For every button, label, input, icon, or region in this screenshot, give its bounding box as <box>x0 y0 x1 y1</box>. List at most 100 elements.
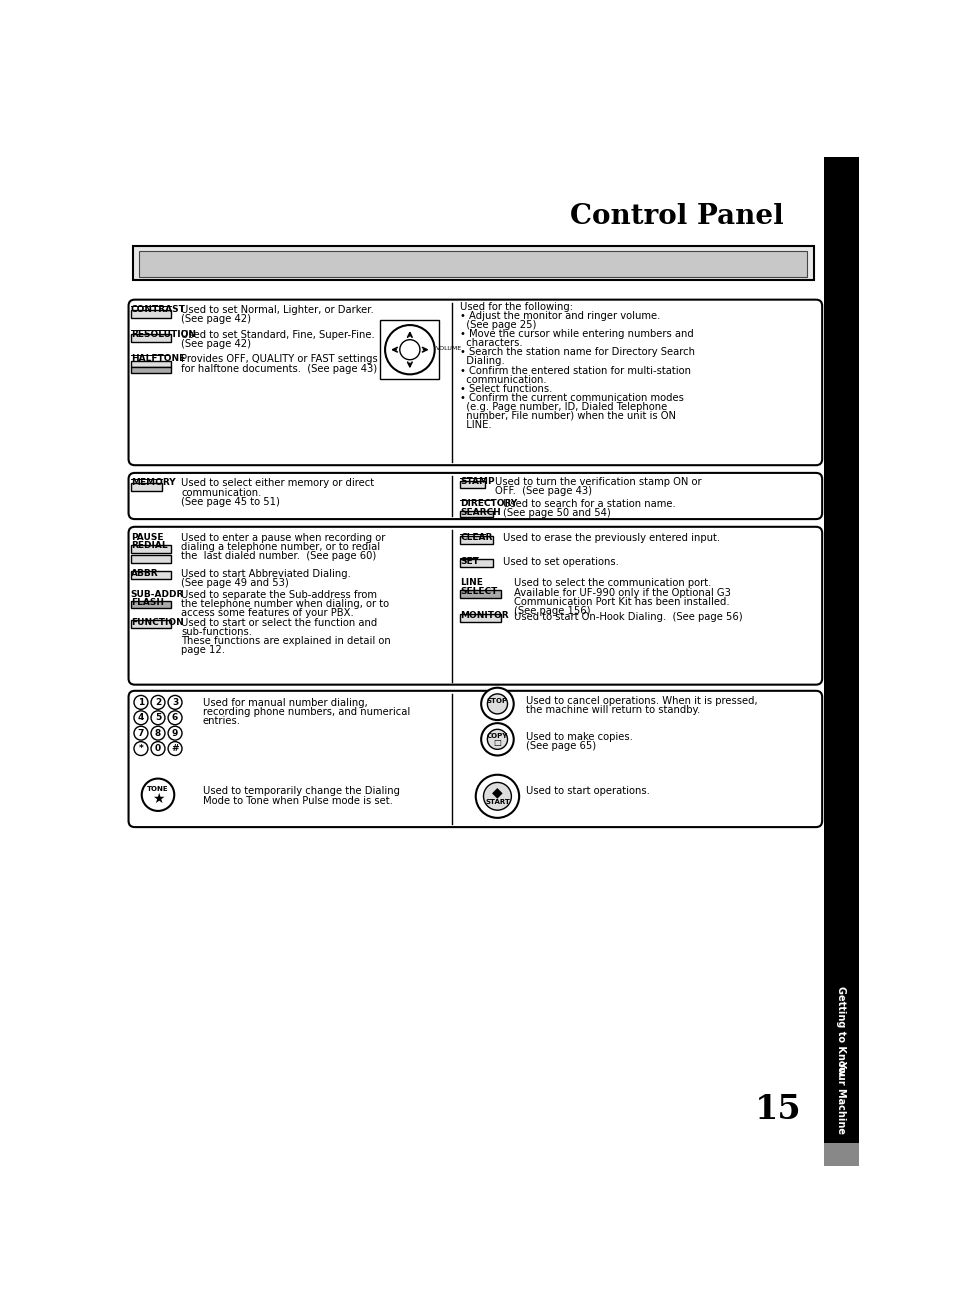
Circle shape <box>133 741 148 756</box>
Text: Used to set operations.: Used to set operations. <box>502 557 618 567</box>
Text: 1: 1 <box>137 698 144 707</box>
Bar <box>133 246 813 280</box>
Text: PAUSE: PAUSE <box>131 533 163 542</box>
FancyBboxPatch shape <box>129 690 821 827</box>
Text: (See page 49 and 53): (See page 49 and 53) <box>181 579 289 588</box>
Text: Used to enter a pause when recording or: Used to enter a pause when recording or <box>181 533 385 542</box>
Bar <box>131 545 171 553</box>
Text: Used to search for a station name.: Used to search for a station name. <box>502 499 675 510</box>
Text: #: # <box>172 744 178 753</box>
Text: 7: 7 <box>137 728 144 738</box>
Bar <box>131 362 171 367</box>
Text: • Confirm the entered station for multi-station: • Confirm the entered station for multi-… <box>459 365 691 376</box>
Text: Used to set Standard, Fine, Super-Fine.: Used to set Standard, Fine, Super-Fine. <box>181 330 375 339</box>
Text: Used to erase the previously entered input.: Used to erase the previously entered inp… <box>502 533 720 542</box>
Text: Control Panel: Control Panel <box>570 203 783 231</box>
Text: Available for UF-990 only if the Optional G3: Available for UF-990 only if the Optiona… <box>514 588 731 597</box>
Circle shape <box>133 696 148 709</box>
Text: Used to set Normal, Lighter, or Darker.: Used to set Normal, Lighter, or Darker. <box>181 305 374 314</box>
Bar <box>131 555 171 563</box>
Text: (See page 50 and 54): (See page 50 and 54) <box>502 508 610 519</box>
Text: (See page 42): (See page 42) <box>181 339 251 348</box>
Text: (See page 65): (See page 65) <box>525 741 596 751</box>
Bar <box>459 614 500 621</box>
Text: TONE: TONE <box>147 786 169 793</box>
Text: □: □ <box>493 738 501 747</box>
Text: REDIAL: REDIAL <box>131 541 168 550</box>
Text: • Adjust the monitor and ringer volume.: • Adjust the monitor and ringer volume. <box>459 310 659 321</box>
Text: (e.g. Page number, ID, Dialed Telephone: (e.g. Page number, ID, Dialed Telephone <box>459 402 667 411</box>
Bar <box>823 1142 858 1166</box>
Text: RESOLUTION: RESOLUTION <box>131 330 195 339</box>
Text: Used to start or select the function and: Used to start or select the function and <box>181 617 377 627</box>
Text: Provides OFF, QUALITY or FAST settings: Provides OFF, QUALITY or FAST settings <box>181 354 377 364</box>
Text: Used to cancel operations. When it is pressed,: Used to cancel operations. When it is pr… <box>525 696 757 706</box>
Bar <box>131 620 171 627</box>
Text: Getting to Know: Getting to Know <box>835 986 845 1076</box>
Circle shape <box>168 696 182 709</box>
Text: MEMORY: MEMORY <box>131 478 175 487</box>
Text: 5: 5 <box>154 713 161 722</box>
Text: Used to make copies.: Used to make copies. <box>525 731 633 741</box>
Text: SUB-ADDR: SUB-ADDR <box>131 590 184 599</box>
Bar <box>459 481 484 489</box>
FancyBboxPatch shape <box>129 300 821 465</box>
Text: CONTRAST: CONTRAST <box>131 305 186 314</box>
Circle shape <box>483 782 511 810</box>
Text: (See page 45 to 51): (See page 45 to 51) <box>181 496 280 507</box>
Text: Used to start On-Hook Dialing.  (See page 56): Used to start On-Hook Dialing. (See page… <box>514 612 742 621</box>
FancyBboxPatch shape <box>129 527 821 685</box>
Text: • Select functions.: • Select functions. <box>459 384 552 394</box>
Text: number, File number) when the unit is ON: number, File number) when the unit is ON <box>459 411 676 421</box>
Bar <box>131 483 162 491</box>
Circle shape <box>151 726 165 740</box>
Bar <box>459 590 500 597</box>
Bar <box>131 601 171 608</box>
Text: the telephone number when dialing, or to: the telephone number when dialing, or to <box>181 599 389 609</box>
Text: OFF.  (See page 43): OFF. (See page 43) <box>495 486 592 496</box>
Text: Used to turn the verification stamp ON or: Used to turn the verification stamp ON o… <box>495 477 701 487</box>
Text: entries.: entries. <box>203 717 241 726</box>
Text: 2: 2 <box>154 698 161 707</box>
Circle shape <box>480 688 513 720</box>
Circle shape <box>168 741 182 756</box>
Circle shape <box>168 711 182 724</box>
Text: Used to start operations.: Used to start operations. <box>525 786 649 796</box>
Text: SEARCH: SEARCH <box>459 507 500 516</box>
Text: • Move the cursor while entering numbers and: • Move the cursor while entering numbers… <box>459 329 693 339</box>
Text: COPY: COPY <box>486 734 508 739</box>
Circle shape <box>133 726 148 740</box>
Text: FUNCTION: FUNCTION <box>131 617 183 626</box>
Text: ◆: ◆ <box>492 786 502 799</box>
Text: Used to select either memory or direct: Used to select either memory or direct <box>181 478 374 489</box>
Text: communication.: communication. <box>459 375 546 385</box>
Text: the machine will return to standby.: the machine will return to standby. <box>525 706 700 715</box>
Text: 9: 9 <box>172 728 178 738</box>
Text: STAMP: STAMP <box>459 477 495 486</box>
Bar <box>459 511 493 516</box>
Text: START: START <box>484 799 509 806</box>
Text: 0: 0 <box>154 744 161 753</box>
Text: • Confirm the current communication modes: • Confirm the current communication mode… <box>459 393 683 402</box>
Bar <box>459 559 493 567</box>
Text: VOLUME: VOLUME <box>436 346 462 351</box>
Text: page 12.: page 12. <box>181 646 225 655</box>
Bar <box>131 571 171 579</box>
Text: recording phone numbers, and numerical: recording phone numbers, and numerical <box>203 707 410 717</box>
Text: Your Machine: Your Machine <box>835 1060 845 1133</box>
Bar <box>823 157 858 1166</box>
Text: (See page 42): (See page 42) <box>181 314 251 325</box>
Circle shape <box>487 730 507 749</box>
Text: Used to select the communication port.: Used to select the communication port. <box>514 579 711 588</box>
Circle shape <box>151 741 165 756</box>
Text: *: * <box>138 744 143 753</box>
Text: SELECT: SELECT <box>459 587 497 596</box>
Circle shape <box>168 726 182 740</box>
Text: (See page 25): (See page 25) <box>459 320 536 330</box>
Text: DIRECTORY: DIRECTORY <box>459 499 517 508</box>
Text: STOP: STOP <box>486 698 508 703</box>
Text: for halftone documents.  (See page 43): for halftone documents. (See page 43) <box>181 364 377 373</box>
Text: HALFTONE: HALFTONE <box>131 354 185 363</box>
Text: Mode to Tone when Pulse mode is set.: Mode to Tone when Pulse mode is set. <box>203 795 393 806</box>
Text: CLEAR: CLEAR <box>459 533 492 542</box>
